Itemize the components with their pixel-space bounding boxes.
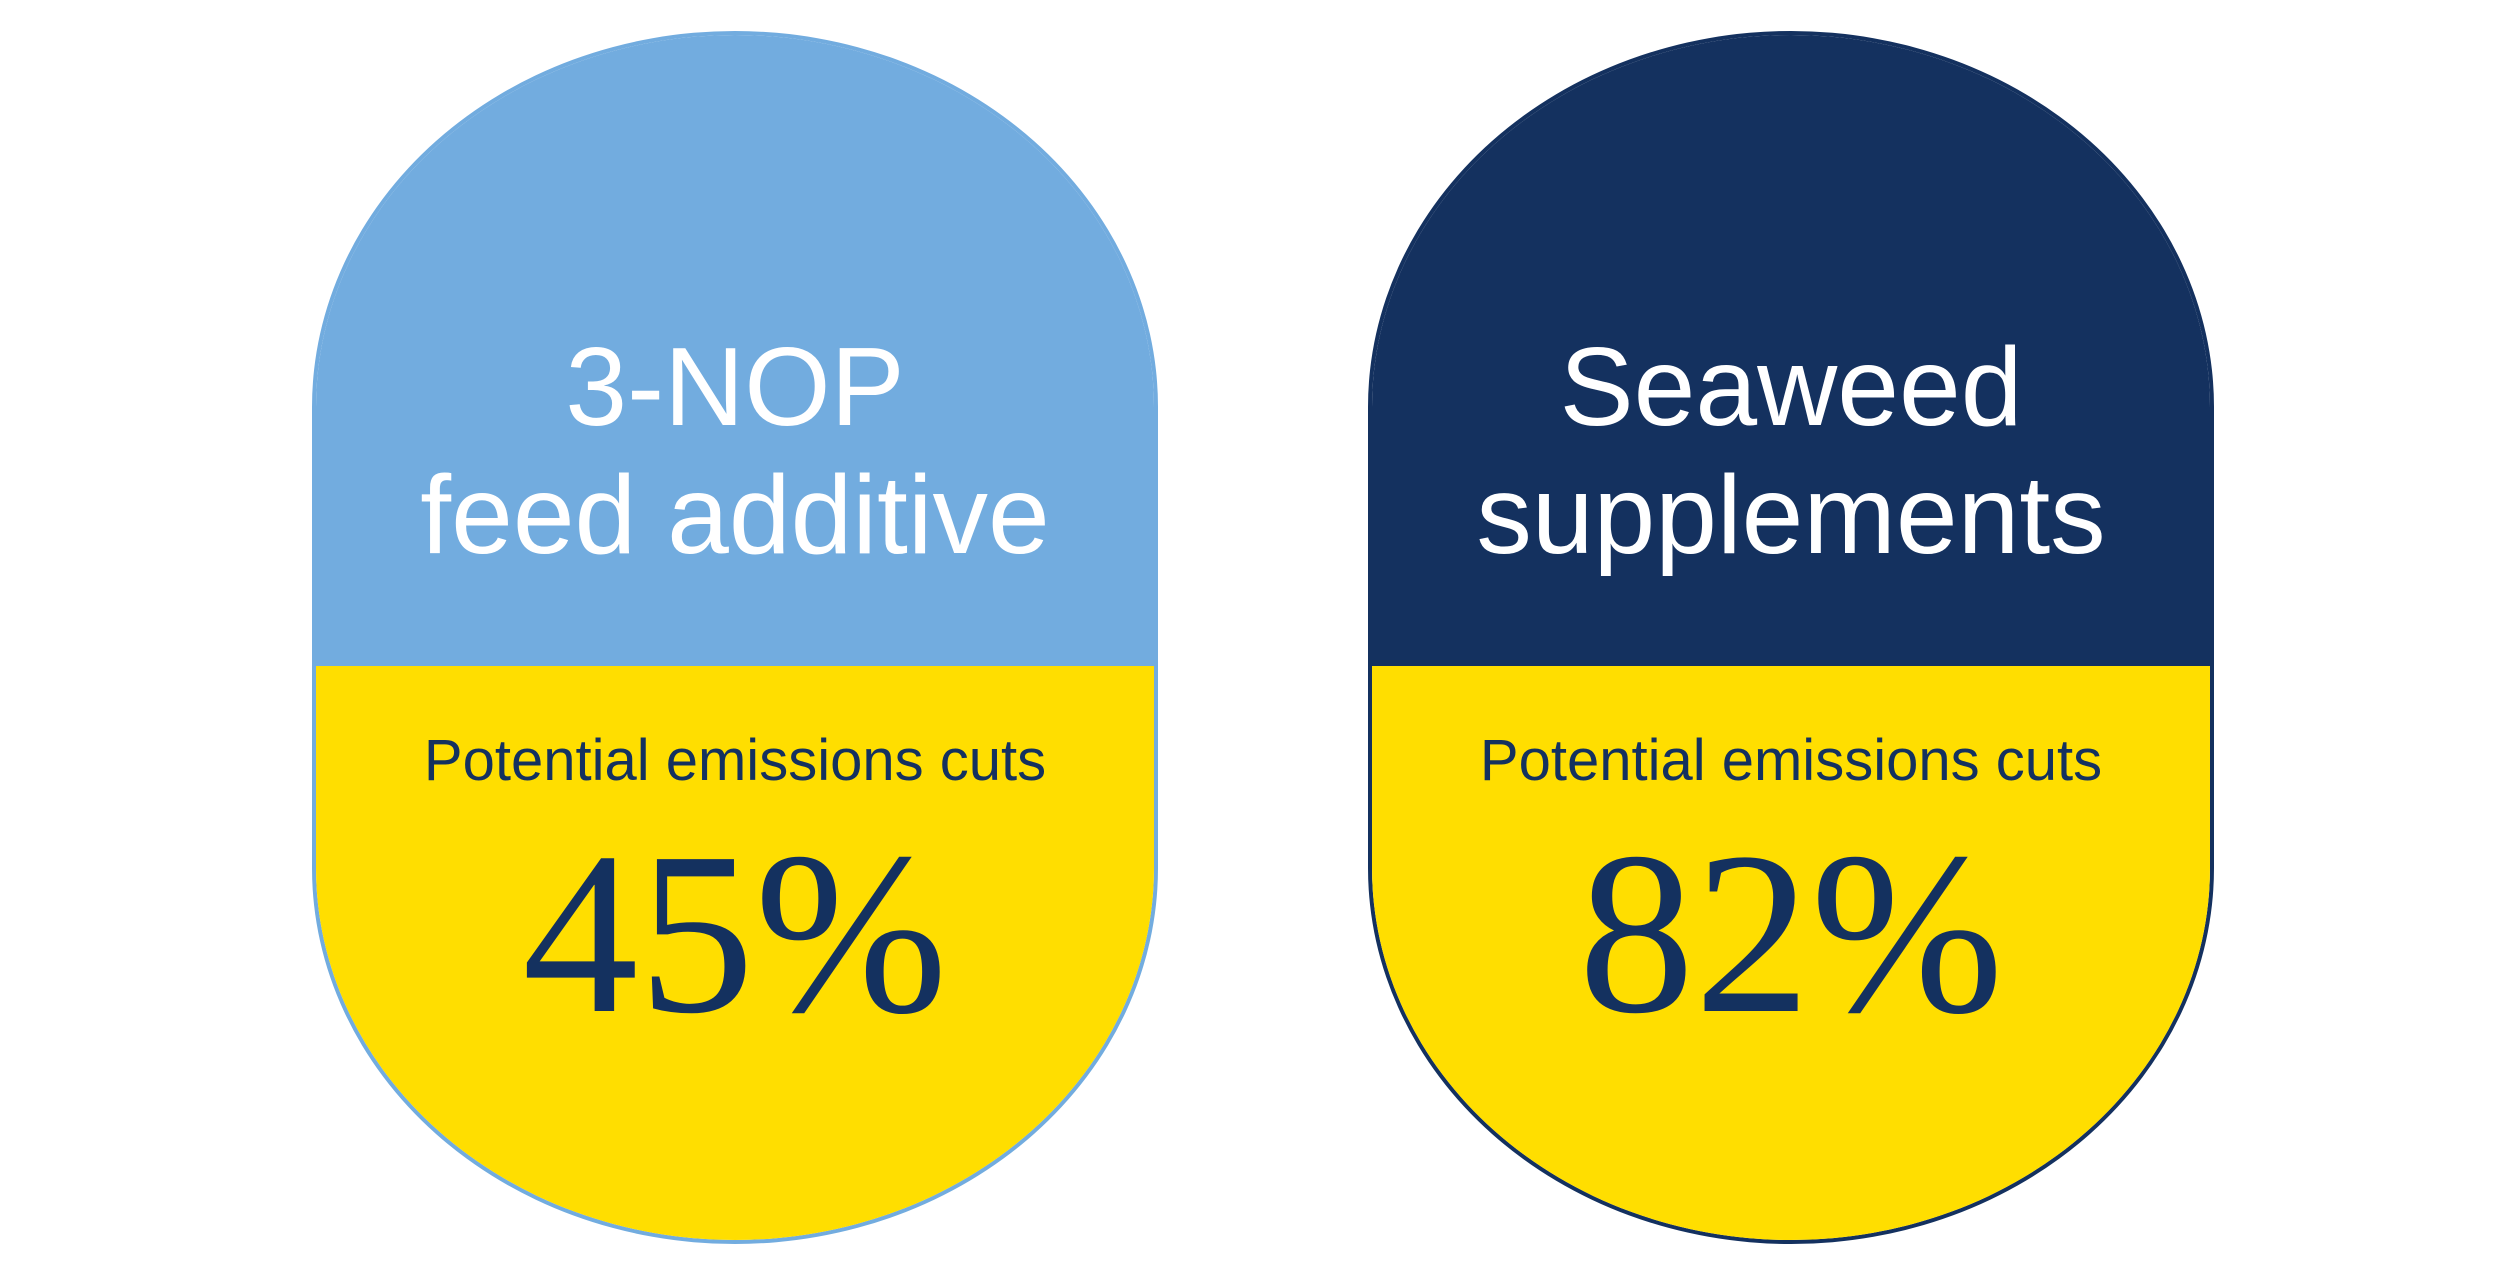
pill-seaweed-value: 82%	[1578, 804, 2004, 1062]
pill-3nop-label: Potential emissions cuts	[423, 728, 1047, 793]
pill-seaweed-title-line2: supplements	[1476, 453, 2106, 578]
pill-3nop-header: 3-NOP feed additive	[316, 35, 1154, 666]
pill-seaweed-header: Seaweed supplements	[1372, 35, 2210, 666]
pill-3nop-title-line2: feed additive	[420, 453, 1050, 578]
pill-seaweed-label: Potential emissions cuts	[1479, 728, 2103, 793]
pill-3nop-title-line1: 3-NOP	[565, 324, 905, 449]
pill-seaweed-title: Seaweed supplements	[1476, 323, 2105, 581]
pill-seaweed-body: Potential emissions cuts 82%	[1372, 666, 2210, 1240]
pill-seaweed: Seaweed supplements Potential emissions …	[1368, 31, 2214, 1244]
pill-3nop-body: Potential emissions cuts 45%	[316, 666, 1154, 1240]
pill-3nop-title: 3-NOP feed additive	[420, 323, 1049, 581]
pill-seaweed-title-line1: Seaweed	[1559, 324, 2023, 449]
pill-3nop: 3-NOP feed additive Potential emissions …	[312, 31, 1158, 1244]
pill-3nop-value: 45%	[522, 804, 948, 1062]
